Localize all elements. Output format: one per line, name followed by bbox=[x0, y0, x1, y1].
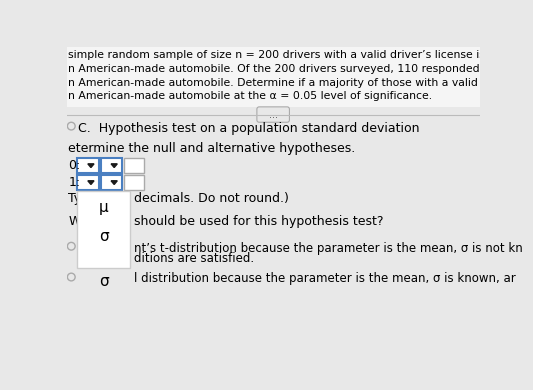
Text: nt’s t-distribution because the parameter is the mean, σ is not kn: nt’s t-distribution because the paramete… bbox=[134, 242, 523, 255]
FancyBboxPatch shape bbox=[124, 158, 144, 173]
Text: σ: σ bbox=[99, 229, 109, 245]
Polygon shape bbox=[111, 164, 117, 168]
FancyBboxPatch shape bbox=[67, 47, 480, 107]
Text: should be used for this hypothesis test?: should be used for this hypothesis test? bbox=[134, 215, 384, 229]
FancyBboxPatch shape bbox=[77, 191, 130, 268]
Polygon shape bbox=[88, 164, 94, 168]
Text: etermine the null and alternative hypotheses.: etermine the null and alternative hypoth… bbox=[68, 142, 356, 155]
Text: l distribution because the parameter is the mean, σ is known, ar: l distribution because the parameter is … bbox=[134, 272, 516, 285]
Text: decimals. Do not round.): decimals. Do not round.) bbox=[134, 192, 289, 205]
FancyBboxPatch shape bbox=[101, 158, 123, 173]
FancyBboxPatch shape bbox=[77, 158, 99, 173]
FancyBboxPatch shape bbox=[101, 175, 123, 190]
Text: 0:: 0: bbox=[68, 159, 80, 172]
Polygon shape bbox=[111, 181, 117, 184]
Text: μ: μ bbox=[99, 243, 109, 258]
FancyBboxPatch shape bbox=[257, 107, 289, 122]
Text: Whic: Whic bbox=[68, 215, 99, 229]
Text: σ: σ bbox=[99, 274, 109, 289]
FancyBboxPatch shape bbox=[77, 175, 99, 190]
Text: n American-made automobile. Of the 200 drivers surveyed, 110 responded that they: n American-made automobile. Of the 200 d… bbox=[68, 64, 533, 74]
Text: n American-made automobile at the α = 0.05 level of significance.: n American-made automobile at the α = 0.… bbox=[68, 92, 432, 101]
Text: Typ: Typ bbox=[68, 192, 89, 205]
Text: μ: μ bbox=[99, 200, 109, 215]
Text: ...: ... bbox=[269, 110, 278, 120]
Text: C.  Hypothesis test on a population standard deviation: C. Hypothesis test on a population stand… bbox=[78, 122, 420, 135]
Text: simple random sample of size n = 200 drivers with a valid driver’s license is as: simple random sample of size n = 200 dri… bbox=[68, 50, 528, 60]
Text: ditions are satisfied.: ditions are satisfied. bbox=[134, 252, 254, 265]
Text: A: A bbox=[77, 242, 86, 255]
Polygon shape bbox=[88, 181, 94, 184]
FancyBboxPatch shape bbox=[124, 175, 144, 190]
Text: 1:: 1: bbox=[68, 176, 80, 189]
Text: n American-made automobile. Determine if a majority of those with a valid driver: n American-made automobile. Determine if… bbox=[68, 78, 532, 88]
